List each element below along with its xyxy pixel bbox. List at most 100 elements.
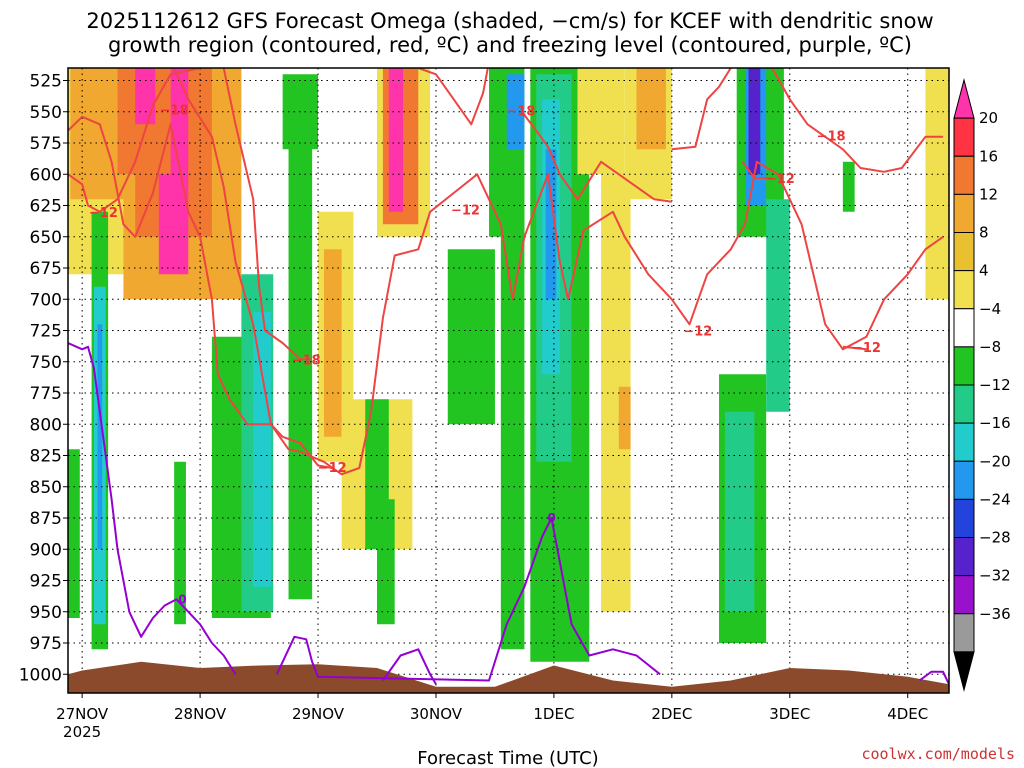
- dgz-contour-label-8: −18: [817, 130, 846, 145]
- dgz-contour-9: [842, 345, 867, 351]
- ytick-label-675: 675: [30, 259, 62, 279]
- colorbar-swatch-13: [953, 575, 975, 615]
- ytick-label-775: 775: [30, 384, 62, 404]
- colorbar-label-10: −24: [979, 490, 1011, 508]
- freezing-contour-2: [382, 648, 437, 685]
- colorbar-label-4: 4: [979, 262, 989, 280]
- xtick-label-29NOV: 29NOV: [292, 705, 345, 723]
- contour-layer: −12 −18 −18 −12 −12 −18 −12 −12 −18 −12 0 0: [68, 68, 949, 685]
- dgz-contour-label-3: −12: [318, 461, 347, 476]
- ytick-label-825: 825: [30, 447, 62, 467]
- colorbar-label-11: −28: [979, 529, 1011, 547]
- ytick-label-625: 625: [30, 197, 62, 217]
- xtick-label-4DEC: 4DEC: [887, 705, 928, 723]
- ytick-label-525: 525: [30, 72, 62, 92]
- omega-patch-25: [447, 249, 495, 425]
- freezing-contour-label-0: 0: [178, 592, 186, 606]
- dgz-contour-1: [68, 115, 944, 476]
- colorbar-label-2: 12: [979, 185, 998, 203]
- freezing-contour-0: [68, 342, 237, 675]
- dgz-contour-5: [520, 109, 672, 203]
- xtick-label-27NOV: 27NOV: [56, 705, 109, 723]
- dgz-contour-0: [68, 68, 201, 213]
- freezing-contour-label-1: 0: [547, 511, 555, 525]
- dgz-contour-label-7: −12: [766, 172, 795, 187]
- ytick-label-650: 650: [30, 228, 62, 248]
- ytick-label-750: 750: [30, 353, 62, 373]
- dgz-contour-4: [417, 68, 489, 126]
- freezing-contour-1: [275, 517, 661, 682]
- y-axis: 525 550 575 600 625 650 675 700 725 750 775 800 825 8…: [19, 72, 68, 685]
- ytick-label-925: 925: [30, 572, 62, 592]
- ytick-label-900: 900: [30, 540, 62, 560]
- colorbar-swatch-1: [953, 117, 975, 157]
- dgz-contour-label-9: −12: [852, 341, 881, 356]
- ytick-label-600: 600: [30, 165, 62, 185]
- x-axis-label: Forecast Time (UTC): [417, 748, 598, 768]
- terrain-fill: [68, 661, 949, 693]
- ytick-label-950: 950: [30, 603, 62, 623]
- omega-patch-10: [68, 449, 80, 618]
- omega-patch-33: [577, 68, 625, 175]
- colorbar-swatch-5: [953, 270, 975, 310]
- omega-patch-42: [724, 411, 755, 612]
- omega-patch-9: [97, 324, 103, 550]
- ytick-label-975: 975: [30, 634, 62, 654]
- freezing-contour-3: [918, 670, 949, 685]
- xtick-label-3DEC: 3DEC: [769, 705, 810, 723]
- dgz-contour-6: [671, 68, 732, 151]
- omega-patch-24: [376, 499, 395, 625]
- xtick-label-28NOV: 28NOV: [174, 705, 227, 723]
- chart-title-line2: growth region (contoured, red, ºC) and f…: [108, 33, 912, 57]
- chart-title-line1: 2025112612 GFS Forecast Omega (shaded, −…: [86, 9, 933, 33]
- credit-link[interactable]: coolwx.com/models: [861, 745, 1015, 763]
- omega-patch-37: [636, 68, 666, 150]
- dgz-contour-label-6: −12: [683, 325, 712, 340]
- ytick-label-700: 700: [30, 290, 62, 310]
- omega-patch-45: [925, 68, 949, 300]
- colorbar-label-12: −32: [979, 567, 1011, 585]
- colorbar-label-8: −16: [979, 414, 1011, 432]
- colorbar-swatch-4: [953, 232, 975, 272]
- ytick-label-875: 875: [30, 509, 62, 529]
- ytick-label-800: 800: [30, 415, 62, 435]
- colorbar-bottom-arrow: [953, 651, 975, 692]
- colorbar-swatch-6: [953, 308, 975, 348]
- colorbar-label-6: −8: [979, 338, 1001, 356]
- ytick-label-1000: 1000: [19, 665, 62, 685]
- omega-patch-32: [545, 149, 557, 300]
- omega-patch-21: [388, 68, 403, 212]
- dgz-contour-7: [741, 161, 773, 179]
- dgz-contour-label-4: −12: [451, 203, 480, 218]
- terrain-layer: [68, 661, 949, 693]
- colorbar-label-13: −36: [979, 605, 1011, 623]
- omega-patch-27: [506, 74, 525, 150]
- dgz-contour-label-0: −12: [89, 206, 118, 221]
- xtick-label-2DEC: 2DEC: [651, 705, 692, 723]
- omega-patch-44: [842, 161, 855, 212]
- omega-patch-11: [174, 461, 186, 625]
- colorbar-swatch-3: [953, 193, 975, 233]
- colorbar-swatch-11: [953, 498, 975, 538]
- colorbar-swatch-12: [953, 537, 975, 577]
- omega-patch-28: [500, 174, 525, 650]
- ytick-label-850: 850: [30, 478, 62, 498]
- ytick-label-575: 575: [30, 134, 62, 154]
- colorbar-label-1: 16: [979, 147, 998, 165]
- omega-patch-40: [748, 68, 761, 175]
- omega-patch-17: [323, 249, 342, 437]
- omega-patch-6: [135, 68, 156, 125]
- colorbar-label-3: 8: [979, 224, 989, 242]
- colorbar-label-5: −4: [979, 300, 1001, 318]
- colorbar-swatch-7: [953, 346, 975, 386]
- dgz-contour-label-2: −18: [292, 353, 321, 368]
- xtick-sublabel-27NOV: 2025: [63, 723, 101, 741]
- plot-frame: [67, 67, 950, 694]
- xtick-label-30NOV: 30NOV: [410, 705, 463, 723]
- colorbar-swatch-9: [953, 422, 975, 462]
- colorbar-label-0: 20: [979, 109, 998, 127]
- colorbar-top-arrow: [953, 78, 975, 119]
- colorbar-label-9: −20: [979, 452, 1011, 470]
- omega-patch-35: [618, 386, 631, 450]
